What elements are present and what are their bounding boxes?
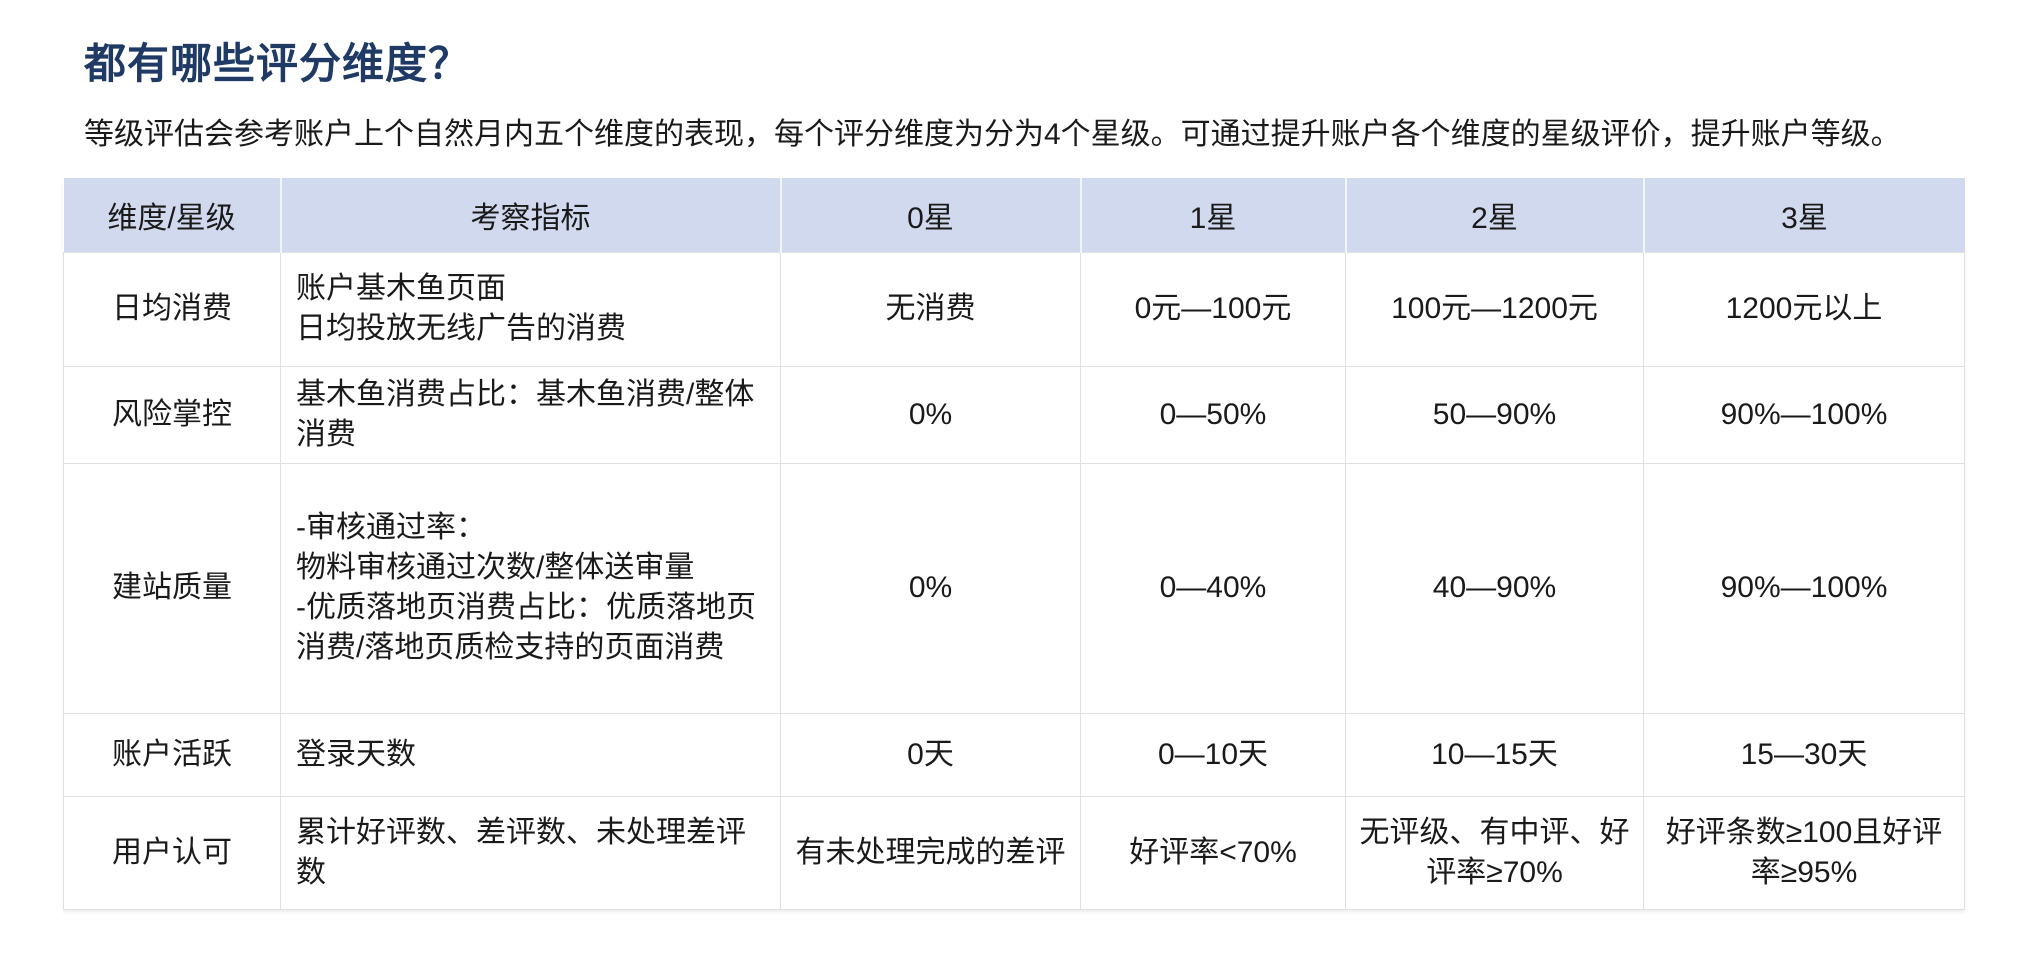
rating-dimensions-table: 维度/星级 考察指标 0星 1星 2星 3星 日均消费 账户基木鱼页面 日均投放无线广告的消… (63, 178, 1965, 910)
star2-cell: 无评级、有中评、好评率≥70% (1345, 795, 1644, 910)
star2-cell: 100元—1200元 (1345, 251, 1644, 367)
dimension-cell: 账户活跃 (63, 712, 281, 797)
star0-cell: 0% (780, 462, 1081, 714)
star3-cell: 90%—100% (1643, 365, 1965, 464)
header-cell-4: 2星 (1344, 178, 1644, 252)
dimension-cell: 用户认可 (63, 795, 281, 910)
page-subtitle: 等级评估会参考账户上个自然月内五个维度的表现，每个评分维度为分为4个星级。可通过… (84, 118, 1901, 151)
table-row: 风险掌控 基木鱼消费占比：基木鱼消费/整体消费 0% 0—50% 50—90% 90%—1… (63, 365, 1965, 464)
header-cell-5: 3星 (1642, 178, 1965, 252)
star0-cell: 0天 (780, 712, 1081, 797)
header-cell-2: 0星 (779, 178, 1081, 252)
star0-cell: 0% (780, 365, 1081, 464)
star0-cell: 有未处理完成的差评 (780, 795, 1081, 910)
metric-cell: -审核通过率： 物料审核通过次数/整体送审量 -优质落地页消费占比：优质落地页消… (280, 462, 781, 714)
metric-cell: 基木鱼消费占比：基木鱼消费/整体消费 (280, 365, 781, 464)
dimension-cell: 建站质量 (63, 462, 281, 714)
dimension-cell: 日均消费 (63, 251, 281, 367)
star1-cell: 好评率<70% (1080, 795, 1346, 910)
star1-cell: 0元—100元 (1080, 251, 1346, 367)
star2-cell: 10—15天 (1345, 712, 1644, 797)
star3-cell: 15—30天 (1643, 712, 1965, 797)
star3-cell: 1200元以上 (1643, 251, 1965, 367)
table-row: 建站质量 -审核通过率： 物料审核通过次数/整体送审量 -优质落地页消费占比：优质… (63, 462, 1965, 714)
star2-cell: 40—90% (1345, 462, 1644, 714)
table-body: 日均消费 账户基木鱼页面 日均投放无线广告的消费 无消费 0元—100元 100元—12… (63, 251, 1965, 910)
star3-cell: 好评条数≥100且好评率≥95% (1643, 795, 1965, 910)
header-cell-1: 考察指标 (279, 178, 781, 252)
star1-cell: 0—10天 (1080, 712, 1346, 797)
table-header: 维度/星级 考察指标 0星 1星 2星 3星 (63, 178, 1965, 252)
metric-cell: 登录天数 (280, 712, 781, 797)
metric-cell: 累计好评数、差评数、未处理差评数 (280, 795, 781, 910)
metric-cell: 账户基木鱼页面 日均投放无线广告的消费 (280, 251, 781, 367)
table-row: 账户活跃 登录天数 0天 0—10天 10—15天 15—30天 (63, 712, 1965, 797)
star0-cell: 无消费 (780, 251, 1081, 367)
star3-cell: 90%—100% (1643, 462, 1965, 714)
page-title: 都有哪些评分维度？ (84, 40, 472, 88)
table-row: 日均消费 账户基木鱼页面 日均投放无线广告的消费 无消费 0元—100元 100元—12… (63, 251, 1965, 367)
star1-cell: 0—50% (1080, 365, 1346, 464)
dimension-cell: 风险掌控 (63, 365, 281, 464)
header-cell-3: 1星 (1079, 178, 1346, 252)
star1-cell: 0—40% (1080, 462, 1346, 714)
rating-dimensions-table-wrap: 维度/星级 考察指标 0星 1星 2星 3星 日均消费 账户基木鱼页面 日均投放无线广告的消… (63, 178, 1965, 910)
star2-cell: 50—90% (1345, 365, 1644, 464)
table-row: 用户认可 累计好评数、差评数、未处理差评数 有未处理完成的差评 好评率<70% 无评级、… (63, 795, 1965, 910)
header-cell-0: 维度/星级 (63, 178, 281, 252)
table-header-row: 维度/星级 考察指标 0星 1星 2星 3星 (63, 178, 1965, 252)
